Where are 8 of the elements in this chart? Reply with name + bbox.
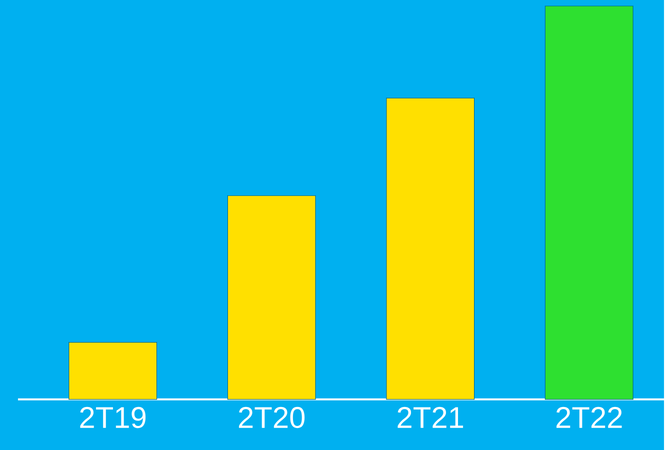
x-tick-label: 2T20 (238, 406, 305, 428)
x-tick-label: 2T19 (80, 406, 146, 428)
bar (227, 195, 316, 400)
bar (544, 6, 634, 400)
x-tick-label: 2T22 (556, 406, 622, 428)
x-tick-label: 2T21 (398, 406, 464, 428)
bar (68, 342, 158, 400)
bar (386, 98, 475, 400)
